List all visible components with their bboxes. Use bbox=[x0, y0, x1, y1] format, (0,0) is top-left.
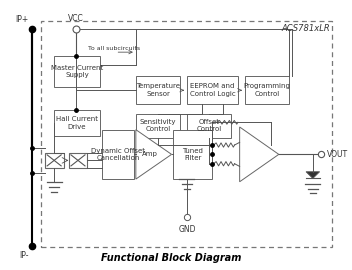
Bar bbox=[187, 76, 238, 104]
Bar bbox=[102, 130, 134, 179]
Text: Programming
Control: Programming Control bbox=[244, 83, 290, 97]
Text: Sensitivity
Control: Sensitivity Control bbox=[140, 119, 176, 132]
Text: IP-: IP- bbox=[19, 251, 29, 260]
Bar bbox=[187, 114, 231, 138]
Bar bbox=[136, 76, 180, 104]
Bar bbox=[40, 21, 332, 247]
Text: Amp: Amp bbox=[142, 151, 157, 157]
Text: VCC: VCC bbox=[68, 14, 84, 23]
Text: GND: GND bbox=[178, 225, 196, 234]
Bar bbox=[69, 153, 87, 168]
Bar bbox=[54, 110, 100, 136]
Text: Dynamic Offset
Cancellation: Dynamic Offset Cancellation bbox=[91, 148, 145, 161]
Polygon shape bbox=[306, 172, 320, 178]
Text: Temperature
Sensor: Temperature Sensor bbox=[136, 83, 180, 97]
Text: Offset
Control: Offset Control bbox=[196, 119, 222, 132]
Bar bbox=[54, 56, 100, 87]
Bar bbox=[173, 130, 212, 179]
Text: EEPROM and
Control Logic: EEPROM and Control Logic bbox=[189, 83, 235, 97]
Bar bbox=[245, 76, 289, 104]
Polygon shape bbox=[240, 127, 279, 182]
Bar bbox=[136, 114, 180, 138]
Text: VOUT: VOUT bbox=[326, 150, 347, 159]
Text: Master Current
Supply: Master Current Supply bbox=[51, 65, 103, 78]
Polygon shape bbox=[136, 130, 171, 179]
Text: ACS781xLR: ACS781xLR bbox=[281, 24, 330, 33]
Text: IP+: IP+ bbox=[15, 15, 29, 24]
Text: To all subcircuits: To all subcircuits bbox=[88, 46, 140, 51]
Text: Hall Current
Drive: Hall Current Drive bbox=[56, 116, 98, 130]
Text: Functional Block Diagram: Functional Block Diagram bbox=[101, 253, 242, 263]
Bar bbox=[45, 153, 63, 168]
Text: Tuned
Filter: Tuned Filter bbox=[182, 148, 203, 161]
